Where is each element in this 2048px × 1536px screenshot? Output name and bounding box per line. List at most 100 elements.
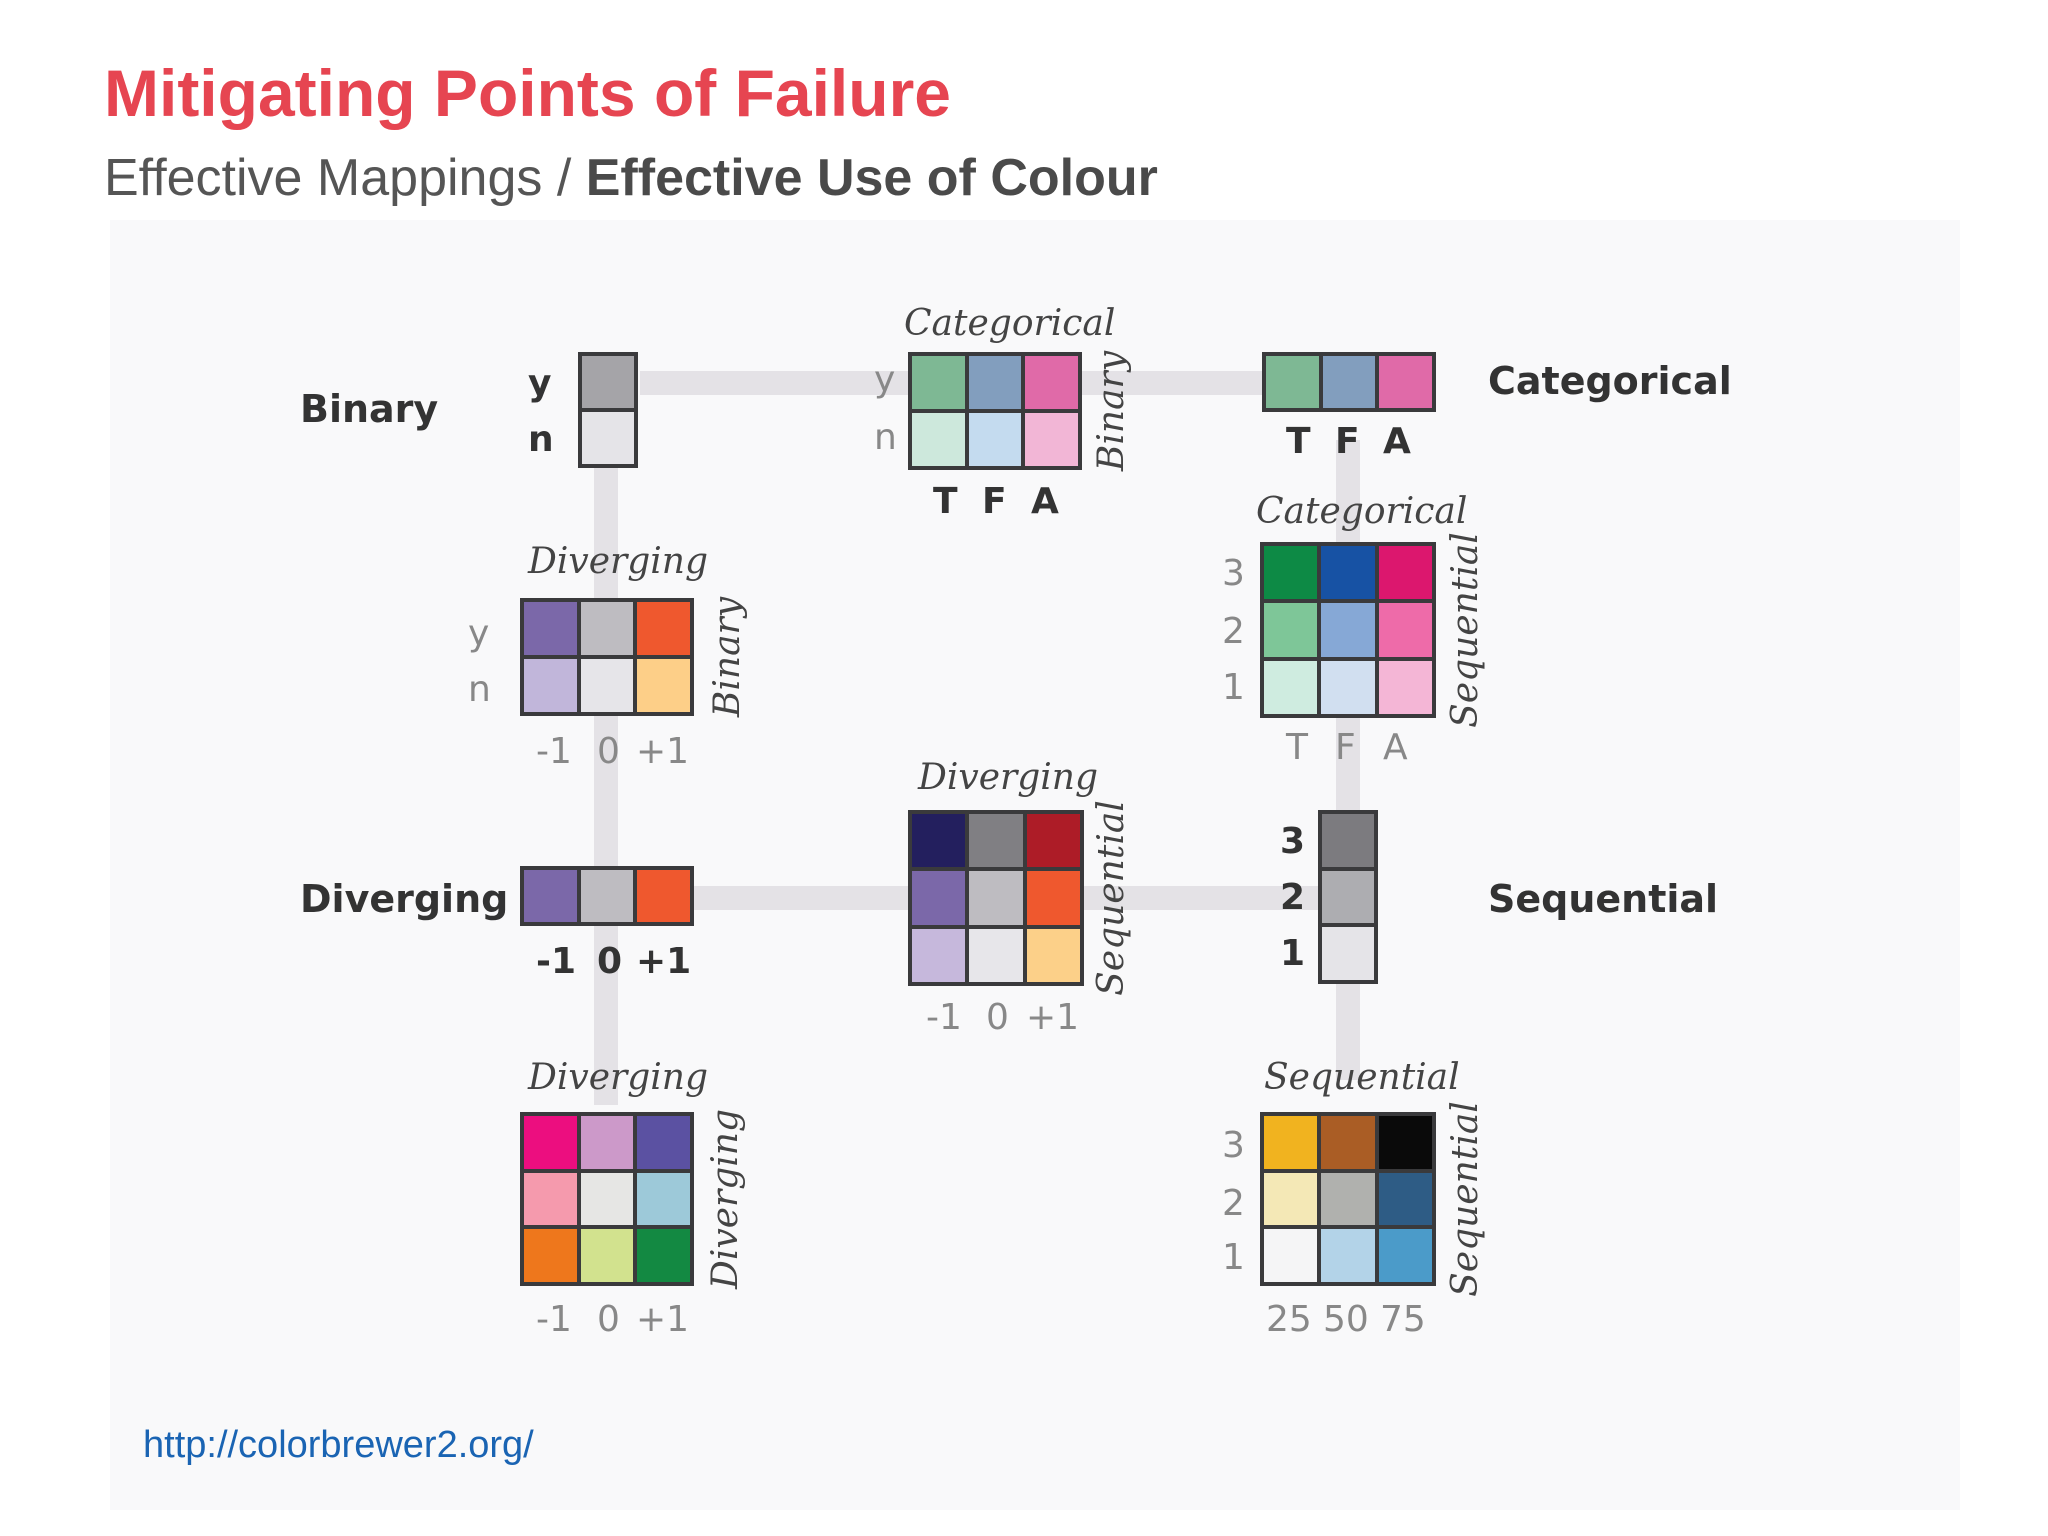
binary-diverging-grid-cell-1-1 bbox=[524, 602, 577, 655]
diverging-sequential-grid-cell-3-2 bbox=[969, 928, 1023, 982]
bc-n-label: n bbox=[874, 417, 897, 458]
bd-p1-label: +1 bbox=[636, 731, 690, 772]
sequential-sequential-grid-cell-1-1 bbox=[1264, 1116, 1318, 1169]
categorical-legend-cell-1-3 bbox=[1379, 356, 1432, 408]
categorical-sequential-grid-cell-3-2 bbox=[1321, 660, 1375, 714]
binary-categorical-grid-cell-2-1 bbox=[912, 413, 965, 466]
dd-m1-label: -1 bbox=[536, 1299, 572, 1340]
categorical-sequential-grid-cell-2-1 bbox=[1264, 603, 1318, 657]
binary-diverging-grid bbox=[520, 598, 694, 716]
categorical-T-label: T bbox=[1286, 421, 1311, 462]
diverging-sequential-grid-cell-1-2 bbox=[969, 814, 1023, 868]
categorical-F-label: F bbox=[1335, 421, 1360, 462]
ss-1-label: 1 bbox=[1222, 1237, 1245, 1278]
diverging-diverging-grid-cell-2-2 bbox=[580, 1172, 634, 1226]
diverging-diverging-grid-cell-3-3 bbox=[637, 1229, 690, 1282]
diverging-m1-label: -1 bbox=[536, 941, 576, 982]
cs-T-label: T bbox=[1286, 727, 1308, 768]
categorical-sequential-grid-cell-2-3 bbox=[1378, 603, 1432, 657]
binary-categorical-grid-cell-1-1 bbox=[912, 356, 965, 409]
sequential-sequential-grid-cell-2-1 bbox=[1264, 1172, 1318, 1226]
diverging-legend-cell-1-3 bbox=[637, 870, 690, 922]
categorical-sequential-grid-cell-1-1 bbox=[1264, 546, 1318, 600]
bc-top-label: Categorical bbox=[904, 303, 1116, 344]
binary-legend-cell-2-1 bbox=[582, 412, 634, 464]
sequential-sequential-grid-cell-3-1 bbox=[1264, 1229, 1318, 1282]
categorical-sequential-grid-cell-1-2 bbox=[1321, 546, 1375, 600]
bd-top-label: Diverging bbox=[528, 541, 709, 582]
page-subtitle: Effective Mappings / Effective Use of Co… bbox=[104, 148, 1158, 208]
ds-0-label: 0 bbox=[986, 997, 1009, 1038]
connector-left bbox=[594, 465, 618, 1105]
sequential-sequential-grid-cell-3-2 bbox=[1321, 1229, 1375, 1282]
dd-side-label: Diverging bbox=[705, 1108, 746, 1290]
categorical-sequential-grid-cell-3-1 bbox=[1264, 660, 1318, 714]
label-sequential: Sequential bbox=[1488, 877, 1719, 921]
binary-categorical-grid bbox=[908, 352, 1082, 470]
sequential-sequential-grid bbox=[1260, 1112, 1436, 1286]
binary-diverging-grid-cell-2-1 bbox=[524, 659, 577, 712]
sequential-legend-cell-2-1 bbox=[1322, 870, 1374, 924]
binary-diverging-grid-cell-2-2 bbox=[580, 659, 634, 712]
label-categorical: Categorical bbox=[1488, 359, 1732, 403]
bc-y-label: y bbox=[874, 359, 896, 400]
sequential-sequential-grid-cell-1-2 bbox=[1321, 1116, 1375, 1169]
diverging-sequential-grid bbox=[908, 810, 1084, 986]
bd-y-label: y bbox=[468, 613, 490, 654]
sequential-2-label: 2 bbox=[1280, 877, 1306, 918]
diverging-diverging-grid-cell-2-3 bbox=[637, 1172, 690, 1226]
diverging-diverging-grid-cell-3-1 bbox=[524, 1229, 577, 1282]
ds-p1-label: +1 bbox=[1026, 997, 1080, 1038]
binary-categorical-grid-cell-1-3 bbox=[1025, 356, 1078, 409]
categorical-legend-cell-1-1 bbox=[1266, 356, 1319, 408]
ss-2-label: 2 bbox=[1222, 1183, 1245, 1224]
binary-legend-cell-1-1 bbox=[582, 356, 634, 408]
sequential-legend-cell-1-1 bbox=[1322, 814, 1374, 867]
diverging-0-label: 0 bbox=[597, 941, 623, 982]
ss-top-label: Sequential bbox=[1264, 1057, 1460, 1098]
sequential-legend bbox=[1318, 810, 1378, 984]
subtitle-bold: Effective Use of Colour bbox=[585, 149, 1158, 207]
diverging-diverging-grid bbox=[520, 1112, 694, 1286]
dd-top-label: Diverging bbox=[528, 1057, 709, 1098]
diverging-sequential-grid-cell-3-1 bbox=[912, 928, 966, 982]
diverging-p1-label: +1 bbox=[636, 941, 692, 982]
ss-50-label: 50 bbox=[1323, 1299, 1369, 1340]
categorical-sequential-grid bbox=[1260, 542, 1436, 718]
diverging-sequential-grid-cell-2-2 bbox=[969, 871, 1023, 925]
categorical-legend bbox=[1262, 352, 1436, 412]
binary-n-label: n bbox=[528, 419, 554, 460]
dd-p1-label: +1 bbox=[636, 1299, 690, 1340]
bc-side-label: Binary bbox=[1091, 350, 1132, 472]
cs-1-label: 1 bbox=[1222, 667, 1245, 708]
page-title: Mitigating Points of Failure bbox=[104, 56, 951, 130]
sequential-sequential-grid-cell-1-3 bbox=[1378, 1116, 1432, 1169]
ss-side-label: Sequential bbox=[1445, 1101, 1486, 1297]
bd-0-label: 0 bbox=[597, 731, 620, 772]
binary-diverging-grid-cell-1-2 bbox=[580, 602, 634, 655]
bc-F-label: F bbox=[982, 481, 1007, 522]
sequential-sequential-grid-cell-2-3 bbox=[1378, 1172, 1432, 1226]
label-diverging: Diverging bbox=[300, 877, 509, 921]
diverging-sequential-grid-cell-2-1 bbox=[912, 871, 966, 925]
bd-m1-label: -1 bbox=[536, 731, 572, 772]
colorbrewer-link[interactable]: http://colorbrewer2.org/ bbox=[143, 1424, 534, 1466]
ds-side-label: Sequential bbox=[1091, 800, 1132, 996]
ss-3-label: 3 bbox=[1222, 1125, 1245, 1166]
binary-categorical-grid-cell-2-3 bbox=[1025, 413, 1078, 466]
ds-top-label: Diverging bbox=[918, 757, 1099, 798]
sequential-1-label: 1 bbox=[1280, 933, 1306, 974]
binary-categorical-grid-cell-2-2 bbox=[968, 413, 1022, 466]
categorical-sequential-grid-cell-1-3 bbox=[1378, 546, 1432, 600]
categorical-legend-cell-1-2 bbox=[1322, 356, 1376, 408]
bd-side-label: Binary bbox=[707, 596, 748, 718]
diverging-legend bbox=[520, 866, 694, 926]
diverging-sequential-grid-cell-2-3 bbox=[1026, 871, 1080, 925]
dd-0-label: 0 bbox=[597, 1299, 620, 1340]
sequential-sequential-grid-cell-2-2 bbox=[1321, 1172, 1375, 1226]
bc-T-label: T bbox=[933, 481, 958, 522]
ds-m1-label: -1 bbox=[926, 997, 962, 1038]
cs-3-label: 3 bbox=[1222, 553, 1245, 594]
bc-A-label: A bbox=[1031, 481, 1059, 522]
cs-F-label: F bbox=[1335, 727, 1356, 768]
